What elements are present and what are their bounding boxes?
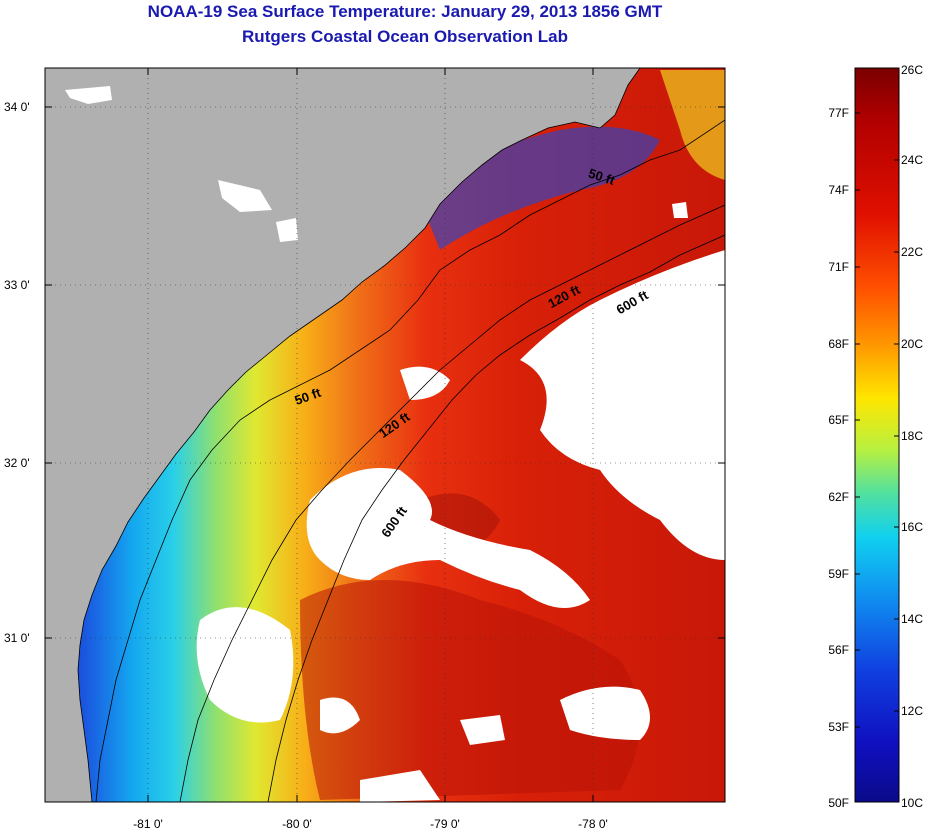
lon-tick-label: -79 0' (430, 817, 460, 831)
colorbar-fahrenheit-label: 62F (828, 490, 849, 504)
warm-core-patch (300, 580, 640, 800)
map-title: NOAA-19 Sea Surface Temperature: January… (147, 2, 663, 21)
colorbar-celsius-label: 22C (901, 245, 923, 259)
colorbar-fahrenheit-label: 56F (828, 643, 849, 657)
map-panel: 50 ft 50 ft 120 ft 120 ft 600 ft 600 ft (45, 68, 725, 802)
colorbar-fahrenheit-label: 71F (828, 260, 849, 274)
colorbar-celsius-label: 20C (901, 337, 923, 351)
lon-tick-label: -81 0' (133, 817, 163, 831)
colorbar-celsius-label: 10C (901, 796, 923, 810)
colorbar-celsius-label: 12C (901, 704, 923, 718)
colorbar-ticks (855, 112, 899, 728)
land-mass (45, 68, 640, 802)
lat-axis (45, 106, 725, 639)
warm-north-patch (660, 70, 725, 180)
lon-tick-label: -78 0' (578, 817, 608, 831)
inland-lake (276, 218, 298, 242)
colorbar-fahrenheit-label: 77F (828, 106, 849, 120)
lon-axis (147, 68, 594, 802)
lat-tick-label: 33 0' (4, 278, 30, 292)
coastline (77, 68, 641, 802)
colorbar-fahrenheit-label: 50F (828, 796, 849, 810)
colorbar-fahrenheit-label: 53F (828, 720, 849, 734)
colorbar-celsius-label: 16C (901, 520, 923, 534)
colorbar-celsius-label: 18C (901, 429, 923, 443)
contour-600ft (267, 234, 725, 802)
inland-lake (218, 180, 272, 212)
colorbar-fahrenheit-label: 59F (828, 567, 849, 581)
colorbar-fahrenheit-label: 65F (828, 413, 849, 427)
colorbar-fahrenheit-label: 68F (828, 337, 849, 351)
lat-tick-label: 31 0' (4, 631, 30, 645)
inland-lake (65, 86, 112, 104)
contour-50ft (95, 119, 725, 802)
lat-tick-label: 34 0' (4, 100, 30, 114)
map-subtitle: Rutgers Coastal Ocean Observation Lab (242, 27, 568, 46)
contour-120ft (179, 204, 725, 802)
map-frame (44, 67, 726, 803)
colorbar-fahrenheit-label: 74F (828, 183, 849, 197)
cloud-cover (196, 202, 725, 802)
colorbar-celsius-label: 24C (901, 153, 923, 167)
graticule (45, 68, 725, 802)
colorbar (854, 67, 900, 803)
colorbar-celsius-label: 26C (901, 63, 923, 77)
lat-tick-label: 32 0' (4, 456, 30, 470)
lon-tick-label: -80 0' (282, 817, 312, 831)
colorbar-celsius-label: 14C (901, 612, 923, 626)
